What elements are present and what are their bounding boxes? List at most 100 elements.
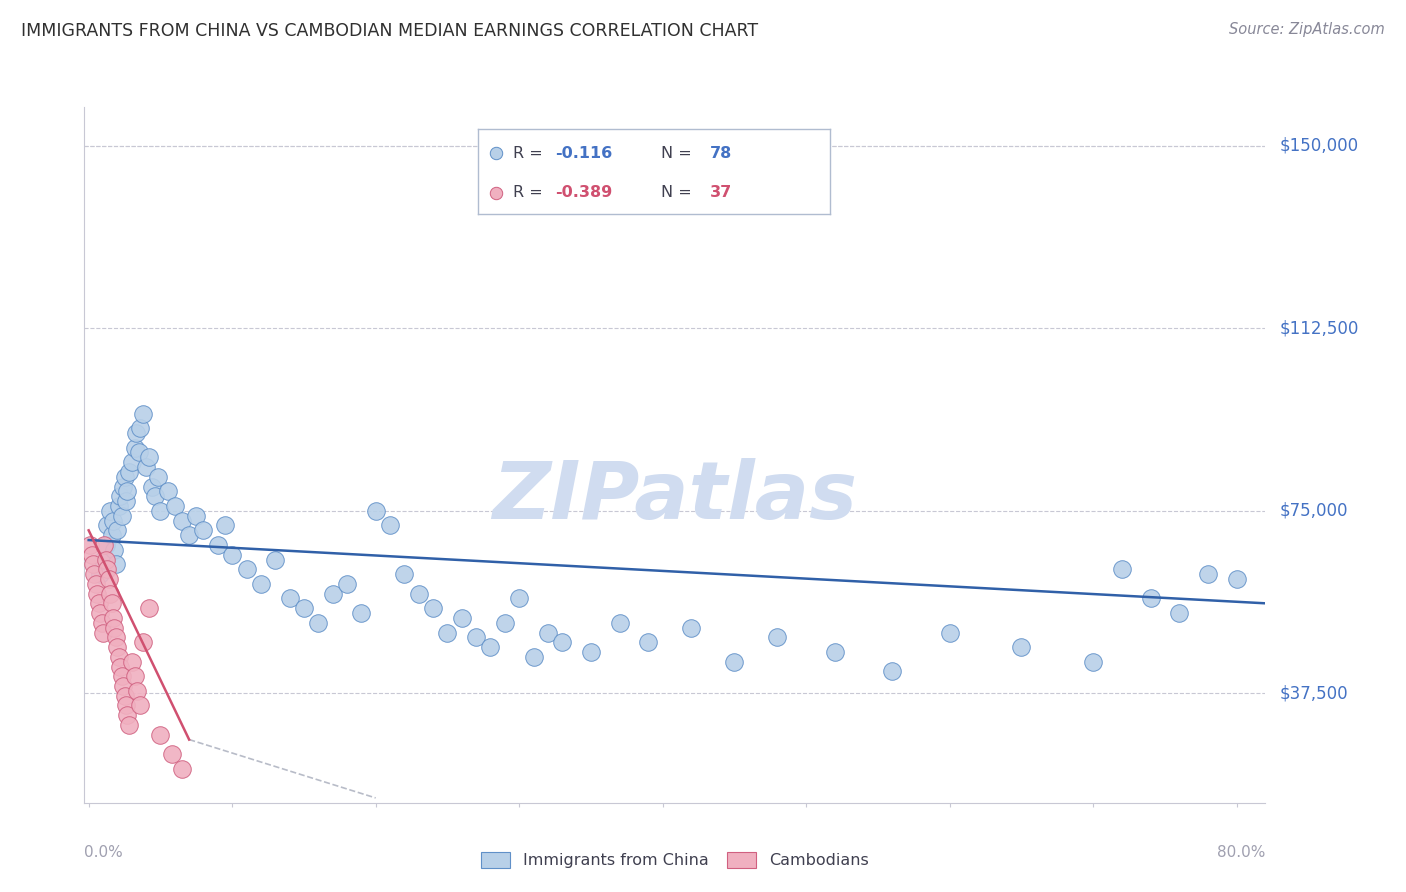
- Point: [824, 645, 846, 659]
- Point: [1111, 562, 1133, 576]
- Point: [1168, 606, 1191, 620]
- Point: [235, 562, 257, 576]
- Point: [96, 518, 118, 533]
- Point: [124, 441, 146, 455]
- Point: [111, 508, 134, 523]
- Point: [1083, 655, 1105, 669]
- Point: [537, 625, 560, 640]
- Point: [124, 669, 146, 683]
- Point: [207, 538, 229, 552]
- Point: [292, 601, 315, 615]
- Point: [118, 465, 141, 479]
- Point: [101, 514, 124, 528]
- Point: [278, 591, 301, 606]
- Text: N =: N =: [661, 145, 697, 161]
- Point: [141, 479, 163, 493]
- Point: [149, 504, 172, 518]
- Text: $75,000: $75,000: [1279, 502, 1348, 520]
- Point: [350, 606, 373, 620]
- Point: [115, 494, 138, 508]
- Text: 78: 78: [710, 145, 733, 161]
- Point: [115, 698, 138, 713]
- Point: [101, 611, 124, 625]
- Text: IMMIGRANTS FROM CHINA VS CAMBODIAN MEDIAN EARNINGS CORRELATION CHART: IMMIGRANTS FROM CHINA VS CAMBODIAN MEDIA…: [21, 22, 758, 40]
- Point: [138, 601, 160, 615]
- Point: [98, 586, 121, 600]
- Point: [121, 655, 143, 669]
- Point: [522, 649, 544, 664]
- Point: [107, 499, 129, 513]
- Point: [264, 552, 287, 566]
- Point: [170, 762, 193, 776]
- Point: [129, 698, 152, 713]
- Point: [479, 640, 502, 654]
- Point: [681, 621, 703, 635]
- Point: [551, 635, 574, 649]
- Point: [882, 665, 904, 679]
- Point: [121, 455, 143, 469]
- Point: [90, 615, 112, 630]
- Point: [146, 470, 169, 484]
- Point: [91, 625, 114, 640]
- Point: [637, 635, 659, 649]
- Point: [149, 728, 172, 742]
- Point: [80, 548, 103, 562]
- Point: [94, 552, 117, 566]
- Point: [214, 518, 236, 533]
- Point: [163, 499, 186, 513]
- Legend: Immigrants from China, Cambodians: Immigrants from China, Cambodians: [475, 846, 875, 875]
- Point: [105, 524, 128, 538]
- Point: [609, 615, 631, 630]
- Point: [112, 479, 135, 493]
- Point: [484, 146, 508, 161]
- Point: [156, 484, 179, 499]
- Point: [127, 684, 149, 698]
- Point: [938, 625, 960, 640]
- Point: [436, 625, 458, 640]
- Text: $150,000: $150,000: [1279, 137, 1358, 155]
- Point: [93, 538, 115, 552]
- Text: 37: 37: [710, 186, 733, 201]
- Point: [723, 655, 745, 669]
- Point: [91, 552, 114, 566]
- Point: [170, 514, 193, 528]
- Point: [450, 611, 472, 625]
- Point: [221, 548, 243, 562]
- Point: [336, 577, 359, 591]
- Point: [104, 631, 127, 645]
- Point: [107, 649, 129, 664]
- Point: [111, 669, 134, 683]
- Point: [110, 659, 132, 673]
- Point: [117, 708, 139, 723]
- Point: [364, 504, 387, 518]
- Point: [103, 621, 125, 635]
- Point: [105, 640, 128, 654]
- Point: [129, 421, 152, 435]
- Point: [110, 489, 132, 503]
- Point: [378, 518, 401, 533]
- Point: [89, 606, 111, 620]
- Text: $37,500: $37,500: [1279, 684, 1348, 702]
- Point: [193, 524, 215, 538]
- Point: [250, 577, 273, 591]
- Point: [138, 450, 160, 465]
- Point: [114, 689, 136, 703]
- Point: [579, 645, 602, 659]
- Point: [114, 470, 136, 484]
- Point: [100, 528, 122, 542]
- Point: [508, 591, 530, 606]
- Point: [98, 504, 121, 518]
- Point: [143, 489, 166, 503]
- Point: [179, 528, 201, 542]
- Point: [112, 679, 135, 693]
- Point: [1139, 591, 1161, 606]
- Text: 80.0%: 80.0%: [1218, 845, 1265, 860]
- Point: [125, 425, 148, 440]
- Text: Source: ZipAtlas.com: Source: ZipAtlas.com: [1229, 22, 1385, 37]
- Point: [422, 601, 444, 615]
- Point: [1226, 572, 1249, 586]
- Point: [1197, 567, 1219, 582]
- Point: [94, 538, 117, 552]
- Point: [394, 567, 416, 582]
- Point: [128, 445, 150, 459]
